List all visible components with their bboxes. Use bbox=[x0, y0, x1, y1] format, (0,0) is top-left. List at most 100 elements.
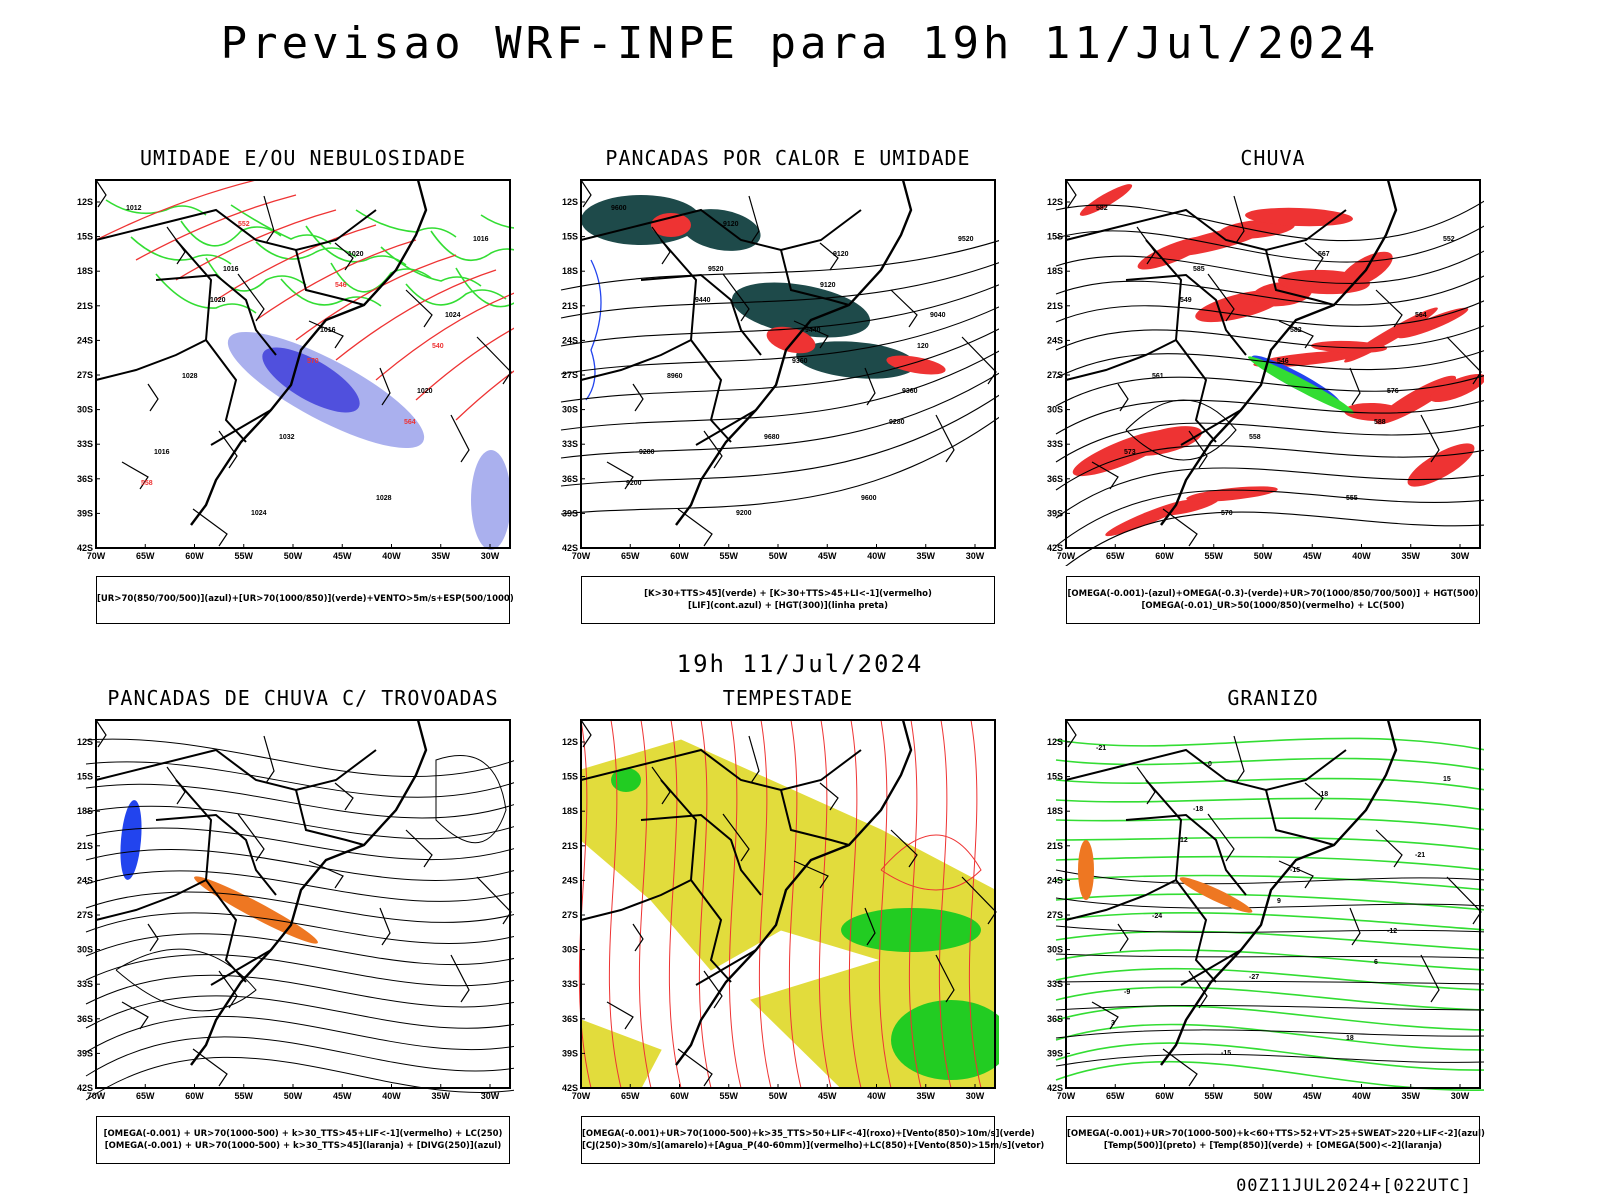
hgt500-contour bbox=[1055, 225, 1484, 263]
map-frame bbox=[580, 719, 996, 1089]
panel-title: GRANIZO bbox=[1227, 686, 1319, 710]
hgt500-contour bbox=[1055, 200, 1484, 242]
thickness-contour-red bbox=[95, 179, 257, 241]
temp850-contour-green bbox=[1055, 949, 1484, 971]
country-border bbox=[210, 409, 272, 446]
temp850-contour-green bbox=[1055, 757, 1484, 771]
temp500-contour bbox=[1055, 869, 1484, 885]
contour-value-label: -18 bbox=[1318, 791, 1328, 798]
state-border bbox=[1207, 813, 1235, 862]
lon-tick-label: 65W bbox=[136, 551, 155, 561]
contour-value-label: 585 bbox=[1193, 266, 1205, 273]
country-border bbox=[1125, 813, 1247, 896]
lat-tick-label: 12S bbox=[77, 737, 93, 747]
temp850-contour-green bbox=[1055, 874, 1484, 891]
streamline-250 bbox=[85, 738, 514, 778]
lon-tick-label: 70W bbox=[1057, 1091, 1076, 1101]
instability-area-teal bbox=[796, 341, 916, 379]
lat-tick-label: 24S bbox=[1047, 875, 1063, 885]
streamline-850-red bbox=[908, 719, 922, 1089]
country-border bbox=[780, 249, 850, 306]
hgt300-contour bbox=[560, 306, 999, 375]
country-border bbox=[95, 748, 377, 792]
contour-value-label: 8960 bbox=[667, 373, 683, 380]
hgt500-contour bbox=[1055, 445, 1484, 491]
lon-tick-label: 40W bbox=[382, 1091, 401, 1101]
country-border bbox=[580, 748, 862, 792]
lon-tick-label: 50W bbox=[769, 551, 788, 561]
contour-value-label: -9 bbox=[1124, 989, 1130, 996]
streamline-250 bbox=[85, 849, 514, 881]
state-border bbox=[1420, 954, 1440, 1003]
lat-tick-label: 24S bbox=[562, 875, 578, 885]
lat-tick-label: 30S bbox=[562, 945, 578, 955]
lat-tick-label: 27S bbox=[1047, 910, 1063, 920]
contour-value-label: 549 bbox=[1180, 297, 1192, 304]
lat-tick-label: 27S bbox=[562, 370, 578, 380]
panel-legend: [UR>70(850/700/500)](azul)+[UR>70(1000/8… bbox=[96, 576, 514, 624]
panel-legend: [OMEGA(-0.001) + UR>70(1000-500) + k>30_… bbox=[96, 1116, 510, 1164]
panel-pancadas-trovoadas: PANCADAS DE CHUVA C/ TROVOADAS 12S 15S 18S 2… bbox=[77, 686, 596, 1166]
temp500-contour bbox=[1055, 980, 1484, 985]
streamline-250 bbox=[85, 912, 514, 944]
state-border bbox=[677, 1048, 713, 1087]
contour-value-label: 1024 bbox=[445, 312, 461, 319]
streamline-850-red bbox=[758, 719, 772, 1089]
rain-area-red bbox=[1397, 307, 1469, 339]
state-border bbox=[379, 907, 391, 946]
contour-value-label: 9120 bbox=[833, 251, 849, 258]
streamline-250 bbox=[85, 1056, 514, 1101]
contour-value-label: 555 bbox=[1346, 495, 1358, 502]
lon-tick-label: 50W bbox=[1254, 551, 1273, 561]
lat-tick-label: 30S bbox=[1047, 405, 1063, 415]
lon-tick-label: 40W bbox=[867, 551, 886, 561]
state-border bbox=[935, 954, 955, 1003]
country-border bbox=[640, 273, 762, 356]
humidity-contour-green bbox=[180, 220, 282, 247]
lat-tick-label: 33S bbox=[77, 979, 93, 989]
country-border bbox=[1265, 789, 1335, 846]
rain-area-red bbox=[1128, 426, 1202, 456]
temp850-contour-green bbox=[1055, 967, 1484, 991]
state-border bbox=[334, 242, 354, 271]
streamline-850-red bbox=[818, 719, 832, 1089]
contour-value-label: 9 bbox=[1277, 898, 1281, 905]
lon-tick-label: 35W bbox=[1401, 1091, 1420, 1101]
country-border bbox=[295, 249, 365, 306]
country-border bbox=[210, 949, 272, 986]
legend-line: [OMEGA(-0.001) + UR>70(1000-500) + k>30_… bbox=[104, 1141, 502, 1151]
country-border bbox=[1065, 748, 1347, 792]
state-border bbox=[1065, 179, 1077, 208]
map-frame bbox=[580, 179, 996, 549]
lat-tick-label: 39S bbox=[562, 1048, 578, 1058]
lon-tick-label: 70W bbox=[87, 551, 106, 561]
lon-tick-label: 35W bbox=[431, 551, 450, 561]
country-border bbox=[580, 239, 698, 381]
state-border bbox=[263, 735, 275, 784]
streamline-850-red bbox=[728, 719, 742, 1089]
state-border bbox=[1117, 383, 1129, 412]
contour-value-label: 9520 bbox=[958, 236, 974, 243]
lat-tick-label: 42S bbox=[562, 1083, 578, 1093]
contour-value-label: -15 bbox=[1290, 867, 1300, 874]
lon-tick-label: 30W bbox=[966, 1091, 985, 1101]
lat-tick-label: 15S bbox=[562, 232, 578, 242]
lon-tick-label: 35W bbox=[431, 1091, 450, 1101]
streamline-850-red bbox=[608, 719, 622, 1089]
lon-tick-label: 55W bbox=[234, 551, 253, 561]
humidity-contour-green bbox=[455, 267, 514, 308]
thickness-contour-red bbox=[175, 209, 337, 281]
lat-tick-label: 39S bbox=[77, 1048, 93, 1058]
contour-value-label: 573 bbox=[1124, 449, 1136, 456]
contour-value-label: 9200 bbox=[736, 510, 752, 517]
panel-title: TEMPESTADE bbox=[722, 686, 854, 710]
lat-tick-label: 15S bbox=[562, 772, 578, 782]
streamline-850-red bbox=[878, 719, 892, 1089]
lat-tick-label: 27S bbox=[562, 910, 578, 920]
state-border bbox=[1091, 461, 1119, 490]
streamline-250 bbox=[85, 995, 514, 1029]
country-border bbox=[1065, 208, 1347, 252]
contour-value-label: 0 bbox=[1208, 761, 1212, 768]
contour-value-label: 9040 bbox=[930, 312, 946, 319]
